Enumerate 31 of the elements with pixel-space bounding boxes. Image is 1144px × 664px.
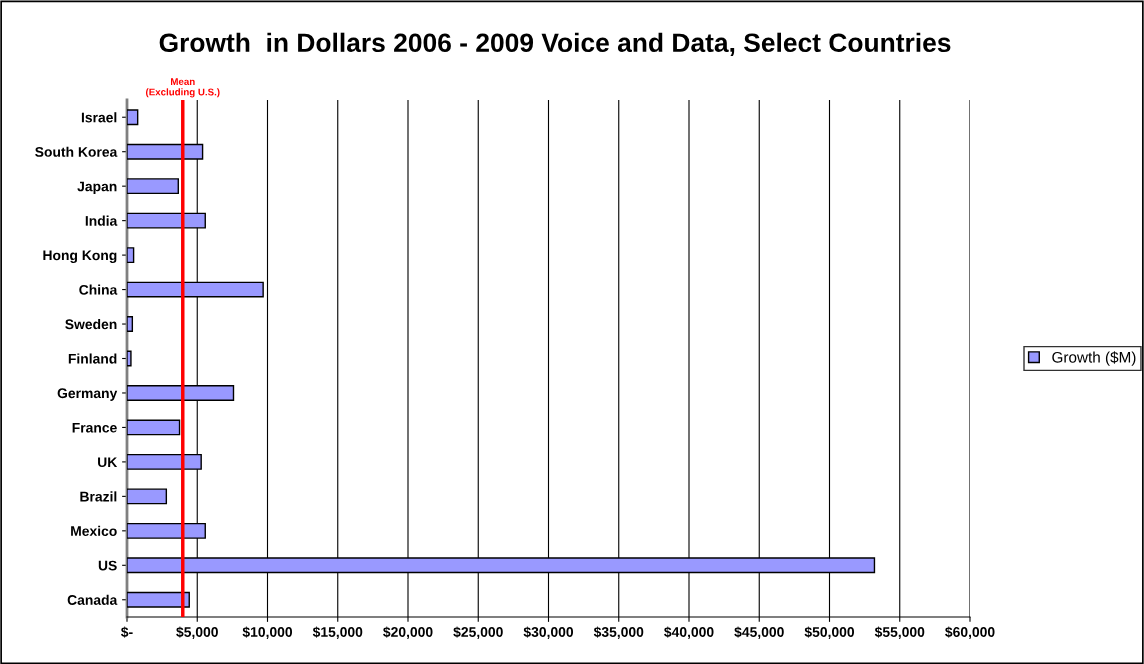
- y-tick-label: UK: [98, 457, 118, 468]
- x-tick-label: $60,000: [945, 626, 995, 639]
- y-tick-label: France: [72, 422, 117, 433]
- x-tick-label: $10,000: [242, 626, 293, 639]
- chart-title: Growth in Dollars 2006 - 2009 Voice and Data, Select Countries: [159, 32, 951, 56]
- x-tick-label: $15,000: [312, 626, 363, 639]
- x-tick-label: $25,000: [453, 626, 503, 639]
- y-tick-label: Israel: [81, 112, 117, 123]
- y-tick-label: South Korea: [35, 146, 118, 157]
- y-tick-label: Brazil: [80, 491, 117, 502]
- y-tick-label: Sweden: [65, 319, 117, 330]
- y-tick-label: India: [85, 215, 118, 226]
- y-tick-label: Hong Kong: [43, 250, 117, 264]
- y-tick-label: China: [79, 284, 118, 295]
- ref-line-label: Mean (Excluding U.S.): [146, 78, 220, 98]
- x-tick-label: $-: [121, 626, 133, 638]
- y-tick-label: Mexico: [71, 525, 117, 536]
- x-tick-label: $5,000: [176, 626, 218, 639]
- x-tick-label: $40,000: [664, 626, 714, 639]
- x-tick-label: $55,000: [874, 626, 925, 639]
- y-tick-label: Japan: [77, 181, 117, 195]
- y-tick-label: Finland: [68, 353, 117, 364]
- x-tick-label: $20,000: [383, 626, 433, 639]
- x-tick-label: $35,000: [593, 626, 644, 639]
- legend-label: Growth ($M): [1052, 351, 1136, 366]
- y-tick-label: Canada: [67, 594, 118, 605]
- y-tick-label: Germany: [57, 388, 118, 401]
- x-tick-label: $30,000: [523, 626, 574, 639]
- x-tick-label: $50,000: [804, 626, 855, 639]
- x-tick-label: $45,000: [734, 626, 784, 639]
- y-tick-label: US: [98, 560, 117, 571]
